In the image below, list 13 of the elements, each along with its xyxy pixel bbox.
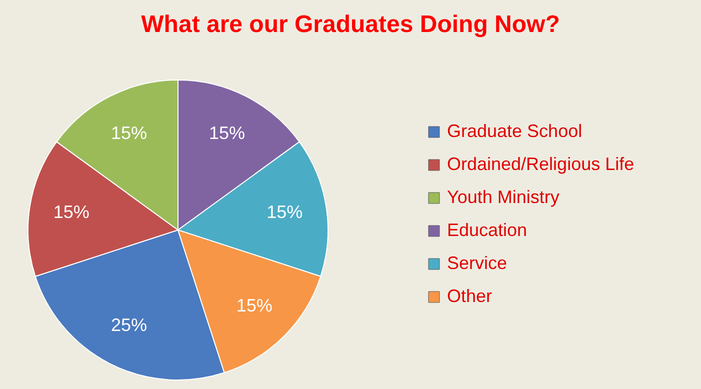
data-label: 25% bbox=[110, 315, 147, 336]
data-label: 15% bbox=[266, 202, 303, 222]
data-label: 15% bbox=[236, 295, 272, 316]
legend-label: Youth Ministry bbox=[447, 187, 560, 207]
legend-label: Service bbox=[447, 253, 508, 273]
data-label: 15% bbox=[209, 122, 246, 143]
legend-label: Other bbox=[447, 286, 492, 306]
legend-label: Graduate School bbox=[447, 121, 582, 141]
chart-title: What are our Graduates Doing Now? bbox=[141, 11, 560, 38]
data-label: 15% bbox=[110, 122, 147, 143]
legend-label: Ordained/Religious Life bbox=[447, 154, 634, 174]
data-label: 15% bbox=[53, 202, 90, 222]
legend-label: Education bbox=[447, 220, 528, 240]
